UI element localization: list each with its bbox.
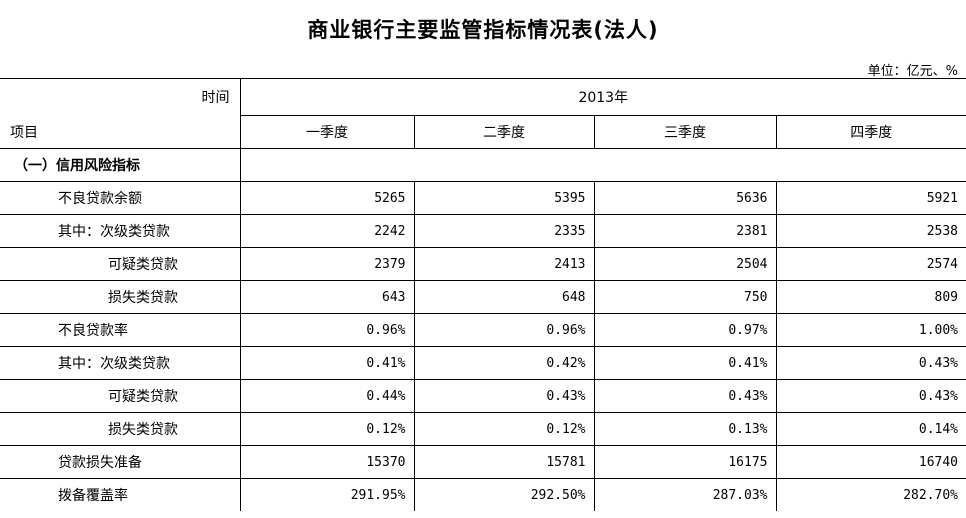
table-row: 不良贷款余额 5265 5395 5636 5921 xyxy=(0,181,966,215)
value-cell: 809 xyxy=(775,280,966,314)
section-empty-cell xyxy=(239,148,966,182)
unit-label: 单位：亿元、% xyxy=(867,64,958,79)
header-item-label: 项目 xyxy=(0,115,241,149)
header-quarter-3: 三季度 xyxy=(593,115,777,149)
table-row: 贷款损失准备 15370 15781 16175 16740 xyxy=(0,445,966,479)
value-cell: 750 xyxy=(593,280,777,314)
value-cell: 0.41% xyxy=(593,346,777,380)
value-cell: 0.12% xyxy=(413,412,595,446)
row-label: 可疑类贷款 xyxy=(0,247,241,281)
table-row: 其中：次级类贷款 0.41% 0.42% 0.41% 0.43% xyxy=(0,346,966,380)
value-cell: 2538 xyxy=(775,214,966,248)
value-cell: 2335 xyxy=(413,214,595,248)
value-cell: 2413 xyxy=(413,247,595,281)
value-cell: 0.43% xyxy=(413,379,595,413)
value-cell: 15781 xyxy=(413,445,595,479)
row-label: 可疑类贷款 xyxy=(0,379,241,413)
table-title: 商业银行主要监管指标情况表(法人) xyxy=(307,18,659,42)
value-cell: 2574 xyxy=(775,247,966,281)
value-cell: 0.96% xyxy=(239,313,415,347)
value-cell: 292.50% xyxy=(413,478,595,511)
row-label: 其中：次级类贷款 xyxy=(0,214,241,248)
value-cell: 5921 xyxy=(775,181,966,215)
table-row: 拨备覆盖率 291.95% 292.50% 287.03% 282.70% xyxy=(0,478,966,511)
value-cell: 0.97% xyxy=(593,313,777,347)
value-cell: 5395 xyxy=(413,181,595,215)
value-cell: 15370 xyxy=(239,445,415,479)
value-cell: 16175 xyxy=(593,445,777,479)
value-cell: 5636 xyxy=(593,181,777,215)
row-label: 其中：次级类贷款 xyxy=(0,346,241,380)
header-row-quarters: 项目 一季度 二季度 三季度 四季度 xyxy=(0,115,966,149)
header-quarter-4: 四季度 xyxy=(775,115,966,149)
value-cell: 0.43% xyxy=(593,379,777,413)
table-row: 其中：次级类贷款 2242 2335 2381 2538 xyxy=(0,214,966,248)
table-row: 损失类贷款 0.12% 0.12% 0.13% 0.14% xyxy=(0,412,966,446)
header-quarter-1: 一季度 xyxy=(239,115,415,149)
section-title: （一）信用风险指标 xyxy=(0,148,241,182)
value-cell: 0.44% xyxy=(239,379,415,413)
value-cell: 2242 xyxy=(239,214,415,248)
value-cell: 291.95% xyxy=(239,478,415,511)
value-cell: 1.00% xyxy=(775,313,966,347)
table-row: 可疑类贷款 2379 2413 2504 2574 xyxy=(0,247,966,281)
header-year: 2013年 xyxy=(239,78,966,116)
row-label: 不良贷款率 xyxy=(0,313,241,347)
value-cell: 0.41% xyxy=(239,346,415,380)
value-cell: 16740 xyxy=(775,445,966,479)
value-cell: 2504 xyxy=(593,247,777,281)
supervision-indicators-table: 时间 2013年 项目 一季度 二季度 三季度 四季度 （一）信用风险指标 不良… xyxy=(0,78,966,511)
header-time-label: 时间 xyxy=(0,78,241,116)
value-cell: 0.43% xyxy=(775,346,966,380)
value-cell: 0.12% xyxy=(239,412,415,446)
value-cell: 5265 xyxy=(239,181,415,215)
section-row: （一）信用风险指标 xyxy=(0,148,966,182)
table-row: 不良贷款率 0.96% 0.96% 0.97% 1.00% xyxy=(0,313,966,347)
row-label: 损失类贷款 xyxy=(0,412,241,446)
value-cell: 0.42% xyxy=(413,346,595,380)
value-cell: 0.43% xyxy=(775,379,966,413)
value-cell: 648 xyxy=(413,280,595,314)
table-row: 可疑类贷款 0.44% 0.43% 0.43% 0.43% xyxy=(0,379,966,413)
value-cell: 0.13% xyxy=(593,412,777,446)
table-row: 损失类贷款 643 648 750 809 xyxy=(0,280,966,314)
header-quarter-2: 二季度 xyxy=(413,115,595,149)
value-cell: 282.70% xyxy=(775,478,966,511)
row-label: 不良贷款余额 xyxy=(0,181,241,215)
header-row-year: 时间 2013年 xyxy=(0,78,966,116)
value-cell: 2381 xyxy=(593,214,777,248)
value-cell: 0.14% xyxy=(775,412,966,446)
value-cell: 0.96% xyxy=(413,313,595,347)
row-label: 损失类贷款 xyxy=(0,280,241,314)
value-cell: 287.03% xyxy=(593,478,777,511)
row-label: 拨备覆盖率 xyxy=(0,478,241,511)
value-cell: 2379 xyxy=(239,247,415,281)
value-cell: 643 xyxy=(239,280,415,314)
row-label: 贷款损失准备 xyxy=(0,445,241,479)
